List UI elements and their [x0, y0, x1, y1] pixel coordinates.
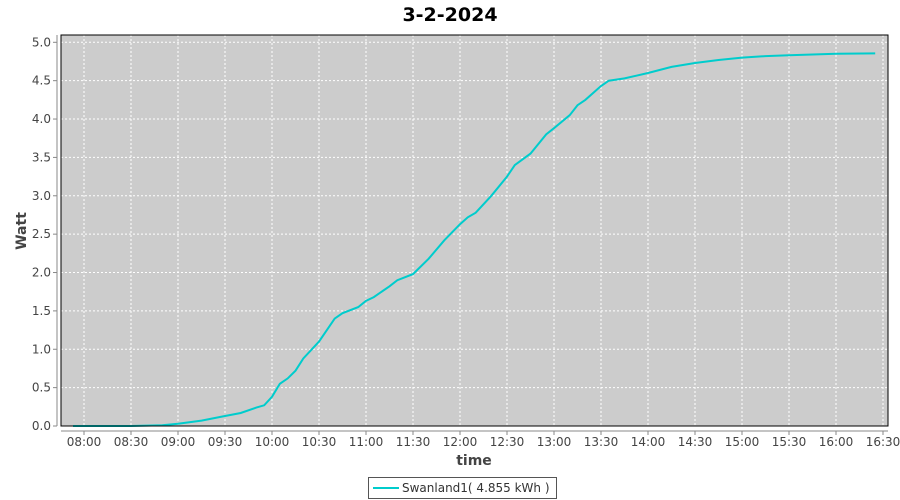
y-tick-label: 2.5: [32, 227, 51, 241]
y-tick-label: 1.5: [32, 304, 51, 318]
legend-swatch: [373, 487, 399, 489]
x-tick-label: 16:00: [819, 435, 854, 449]
x-tick-label: 16:30: [866, 435, 900, 449]
y-tick-label: 4.0: [32, 112, 51, 126]
x-tick-label: 10:30: [302, 435, 337, 449]
y-tick-label: 3.5: [32, 150, 51, 164]
x-tick-label: 09:30: [208, 435, 243, 449]
x-tick-label: 15:00: [725, 435, 760, 449]
x-tick-label: 08:00: [67, 435, 102, 449]
y-axis-label: Watt: [14, 212, 30, 250]
x-tick-label: 15:30: [772, 435, 807, 449]
x-tick-label: 12:30: [490, 435, 525, 449]
plot-area: [61, 35, 888, 426]
y-tick-label: 1.0: [32, 342, 51, 356]
x-tick-label: 13:30: [584, 435, 619, 449]
x-tick-label: 14:00: [631, 435, 666, 449]
x-tick-label: 11:30: [396, 435, 431, 449]
x-tick-label: 09:00: [161, 435, 196, 449]
legend: Swanland1( 4.855 kWh ): [368, 477, 557, 499]
y-tick-label: 0.5: [32, 381, 51, 395]
x-tick-label: 14:30: [678, 435, 713, 449]
series-line-swanland1: [73, 52, 876, 427]
y-tick-label: 2.0: [32, 266, 51, 280]
y-tick-label: 3.0: [32, 189, 51, 203]
y-tick-label: 4.5: [32, 74, 51, 88]
x-axis-label: time: [456, 453, 492, 469]
x-tick-label: 08:30: [114, 435, 149, 449]
y-tick-label: 5.0: [32, 35, 51, 49]
chart-title: 3-2-2024: [402, 4, 497, 26]
y-tick-label: 0.0: [32, 419, 51, 433]
x-tick-label: 10:00: [255, 435, 290, 449]
line-chart: 3-2-2024 0.0 0.5 1.0 1.5 2.0 2.5 3.0 3.5 4.0 4.5 5…: [14, 4, 900, 469]
x-tick-label: 12:00: [443, 435, 478, 449]
plot-border: [60, 34, 889, 427]
x-tick-label: 13:00: [537, 435, 572, 449]
x-tick-label: 11:00: [349, 435, 384, 449]
legend-label: Swanland1( 4.855 kWh ): [402, 481, 550, 495]
